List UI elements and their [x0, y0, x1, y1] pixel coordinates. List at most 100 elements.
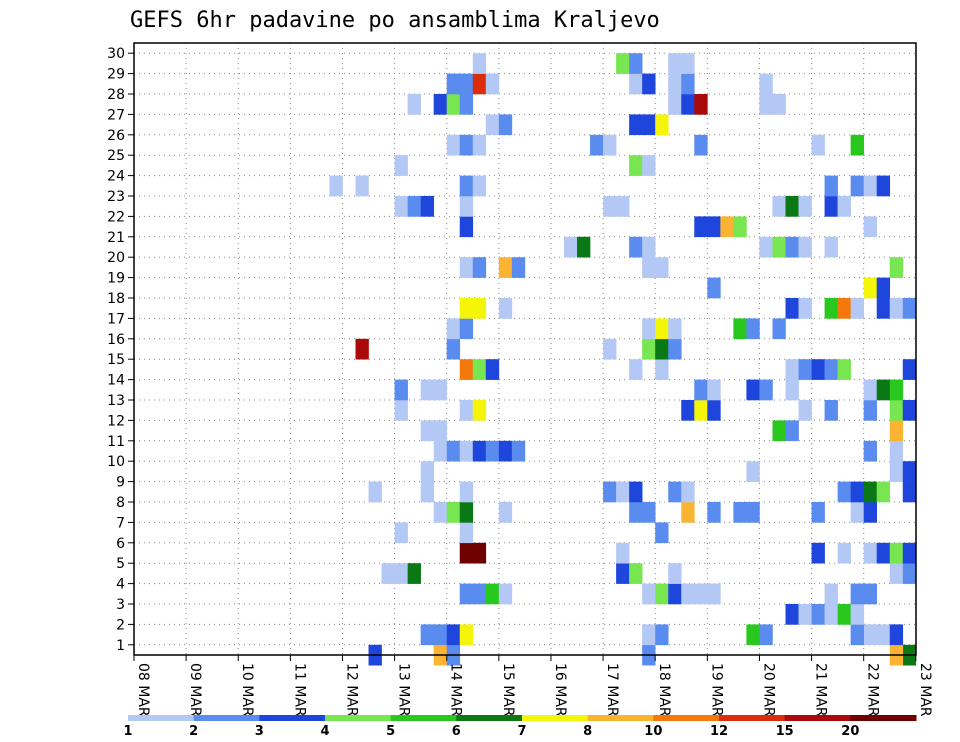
heatmap-cell: [655, 522, 669, 544]
heatmap-cell: [394, 379, 408, 401]
colorbar-label: 2: [189, 724, 198, 739]
heatmap-cell: [459, 542, 474, 564]
chart-title: GEFS 6hr padavine po ansamblima Kraljevo: [130, 8, 660, 33]
heatmap-cell: [694, 94, 708, 115]
heatmap-cell: [642, 318, 656, 340]
x-tick-label: 08 MAR: [135, 663, 151, 717]
heatmap-cell: [485, 440, 500, 462]
heatmap-cell: [902, 359, 917, 380]
heatmap-cell: [668, 318, 682, 340]
heatmap-cell: [446, 338, 461, 360]
colorbar-swatch: [719, 715, 786, 721]
heatmap-cell: [889, 379, 904, 401]
heatmap-cell: [616, 481, 630, 503]
heatmap-cell: [472, 298, 487, 319]
heatmap-cell: [563, 236, 578, 258]
heatmap-cell: [863, 502, 878, 523]
colorbar-swatch: [259, 715, 326, 721]
heatmap-cell: [642, 73, 656, 95]
heatmap-cell: [459, 359, 474, 380]
heatmap-cell: [772, 318, 786, 340]
y-tick-label: 3: [116, 597, 125, 613]
heatmap-cell: [472, 53, 487, 74]
heatmap-cell: [642, 114, 656, 136]
y-tick-label: 29: [107, 67, 125, 83]
x-axis: 08 MAR 09 MAR 10 MAR 11 MAR 12 MAR 13 MAR 14 M…: [133, 655, 933, 717]
colorbar-swatch: [784, 715, 851, 721]
y-tick-label: 18: [107, 291, 125, 307]
heatmap-cell: [485, 359, 500, 380]
heatmap-cell: [459, 73, 474, 95]
y-tick-label: 25: [107, 148, 125, 164]
heatmap-cell: [446, 94, 461, 115]
colorbar-swatch: [587, 715, 654, 721]
heatmap-cell: [889, 257, 904, 278]
heatmap-cell: [433, 94, 448, 115]
heatmap-cells: [329, 53, 917, 666]
heatmap-cell: [577, 236, 591, 258]
y-tick-label: 1: [116, 638, 125, 654]
y-tick-label: 28: [107, 87, 125, 103]
heatmap-cell: [681, 583, 695, 605]
y-tick-label: 4: [116, 577, 125, 593]
heatmap-cell: [459, 481, 474, 503]
heatmap-cell: [863, 583, 878, 605]
heatmap-cell: [642, 583, 656, 605]
heatmap-cell: [798, 400, 812, 421]
heatmap-cell: [498, 114, 513, 136]
heatmap-cell: [902, 298, 917, 319]
heatmap-cell: [785, 359, 799, 380]
heatmap-cell: [811, 359, 825, 380]
colorbar-label: 12: [710, 724, 728, 739]
heatmap-cell: [824, 196, 838, 217]
heatmap-cell: [824, 298, 838, 319]
heatmap-cell: [446, 502, 461, 523]
heatmap-cell: [811, 542, 825, 564]
heatmap-cell: [655, 318, 669, 340]
heatmap-cell: [642, 236, 656, 258]
heatmap-cell: [837, 359, 851, 380]
y-tick-label: 21: [107, 230, 125, 246]
heatmap-cell: [420, 624, 434, 646]
heatmap-cell: [472, 175, 487, 197]
heatmap-cell: [876, 298, 891, 319]
heatmap-cell: [459, 257, 474, 278]
heatmap-cell: [642, 257, 656, 278]
heatmap-cell: [668, 583, 682, 605]
heatmap-cell: [629, 155, 643, 176]
heatmap-cell: [889, 440, 904, 462]
heatmap-cell: [446, 73, 461, 95]
heatmap-cell: [446, 440, 461, 462]
colorbar-swatch: [653, 715, 720, 721]
heatmap-cell: [876, 379, 891, 401]
x-tick-label: 14 MAR: [448, 663, 464, 717]
x-tick-label: 12 MAR: [343, 663, 359, 717]
heatmap-cell: [720, 216, 734, 238]
heatmap-cell: [498, 298, 513, 319]
x-tick-label: 13 MAR: [396, 663, 412, 717]
heatmap-cell: [459, 400, 474, 421]
heatmap-cell: [394, 196, 408, 217]
heatmap-cell: [863, 481, 878, 503]
heatmap-cell: [694, 400, 708, 421]
heatmap-cell: [707, 216, 721, 238]
heatmap-cell: [837, 604, 851, 625]
heatmap-cell: [616, 53, 630, 74]
heatmap-cell: [459, 175, 474, 197]
plot-frame: [133, 42, 917, 656]
heatmap-cell: [459, 624, 474, 646]
heatmap-cell: [694, 583, 708, 605]
heatmap-cell: [863, 277, 878, 299]
x-tick-label: 09 MAR: [187, 663, 203, 717]
heatmap-cell: [485, 583, 500, 605]
heatmap-cell: [642, 624, 656, 646]
heatmap-cell: [850, 175, 864, 197]
colorbar-swatch: [193, 715, 260, 721]
colorbar-label: 8: [583, 724, 592, 739]
y-tick-label: 16: [107, 332, 125, 348]
heatmap-cell: [798, 236, 812, 258]
grid: [133, 43, 917, 655]
y-tick-label: 6: [116, 536, 125, 552]
heatmap-cell: [616, 563, 630, 584]
heatmap-cell: [746, 502, 760, 523]
